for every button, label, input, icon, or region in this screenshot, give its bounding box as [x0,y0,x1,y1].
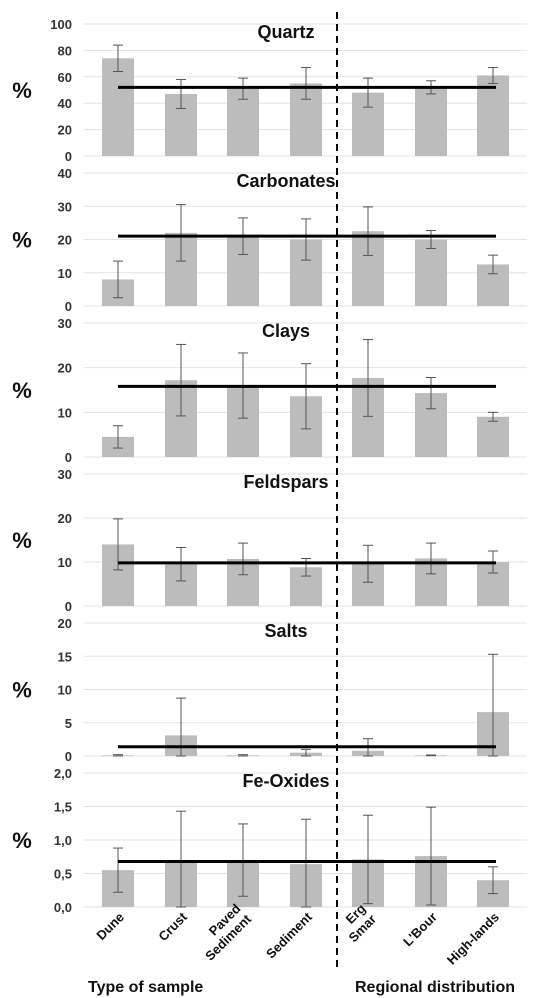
salts-tick-label: 10 [58,683,72,698]
feldspars-tick-label: 10 [58,555,72,570]
category-label: L'Bour [400,909,440,949]
category-label: PavedSediment [191,900,254,963]
clays-tick-label: 30 [58,316,72,331]
quartz-tick-label: 60 [58,70,72,85]
quartz-tick-label: 100 [50,17,72,32]
feldspars-ylabel: % [12,528,32,553]
fe-oxides-tick-label: 0,5 [54,867,72,882]
fe-oxides-tick-label: 2,0 [54,766,72,781]
carbonates-bar [415,239,447,306]
category-label: Crust [155,909,190,944]
quartz-tick-label: 0 [65,149,72,164]
carbonates-tick-label: 30 [58,199,72,214]
salts-tick-label: 5 [65,716,72,731]
feldspars-tick-label: 0 [65,599,72,614]
category-label: High-lands [444,909,502,967]
fe-oxides-tick-label: 1,5 [54,800,72,815]
clays-tick-label: 20 [58,361,72,376]
quartz-bar [227,88,259,156]
quartz-bar [102,58,134,156]
carbonates-tick-label: 0 [65,299,72,314]
group-label-type-of-sample: Type of sample [88,979,203,996]
category-label: Sediment [263,909,315,961]
fe-oxides-ylabel: % [12,828,32,853]
clays-tick-label: 10 [58,405,72,420]
feldspars-tick-label: 20 [58,511,72,526]
carbonates-title: Carbonates [236,171,335,191]
carbonates-tick-label: 10 [58,266,72,281]
fe-oxides-tick-label: 1,0 [54,833,72,848]
feldspars-title: Feldspars [243,472,328,492]
quartz-ylabel: % [12,78,32,103]
feldspars-tick-label: 30 [58,467,72,482]
group-label-regional-distribution: Regional distribution [355,979,515,996]
quartz-bar [415,87,447,156]
carbonates-ylabel: % [12,228,32,253]
quartz-tick-label: 40 [58,96,72,111]
quartz-title: Quartz [257,22,314,42]
carbonates-tick-label: 20 [58,233,72,248]
quartz-bar [477,75,509,156]
clays-title: Clays [262,321,310,341]
salts-tick-label: 15 [58,649,72,664]
clays-ylabel: % [12,378,32,403]
category-label: Dune [93,909,127,943]
clays-bar [477,416,509,457]
quartz-tick-label: 20 [58,123,72,138]
fe-oxides-tick-label: 0,0 [54,900,72,915]
fe-oxides-title: Fe-Oxides [242,771,329,791]
salts-ylabel: % [12,678,32,703]
salts-title: Salts [264,621,307,641]
salts-tick-label: 0 [65,749,72,764]
clays-tick-label: 0 [65,450,72,465]
salts-tick-label: 20 [58,616,72,631]
carbonates-tick-label: 40 [58,166,72,181]
quartz-tick-label: 80 [58,43,72,58]
